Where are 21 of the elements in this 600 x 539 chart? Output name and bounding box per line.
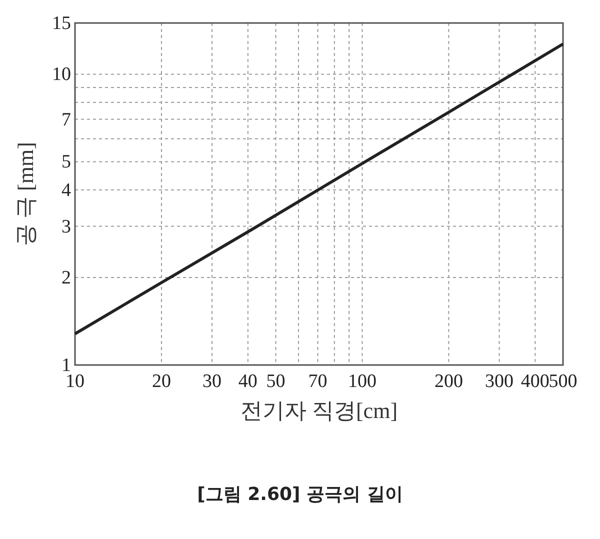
x-tick-label: 70 — [308, 371, 328, 392]
y-tick-label: 4 — [62, 180, 72, 201]
x-tick-label: 300 — [485, 371, 514, 392]
x-tick-label: 40 — [238, 371, 258, 392]
y-tick-label: 2 — [62, 267, 71, 288]
y-axis-title: 공 극 [mm] — [13, 142, 38, 246]
x-tick-label: 400 — [520, 371, 550, 392]
y-tick-label: 5 — [62, 152, 71, 173]
text: [그림 2.60] 공극의 길이 — [197, 484, 403, 505]
y-tick-label: 10 — [52, 64, 71, 86]
x-tick-label: 30 — [202, 371, 222, 392]
x-axis-title: 전기자 직경[cm] — [240, 398, 398, 423]
y-tick-label: 1 — [62, 355, 71, 376]
x-tick-label: 20 — [152, 371, 171, 392]
x-tick-label: 50 — [266, 371, 286, 392]
y-tick-label: 7 — [62, 109, 71, 130]
y-tick-label: 3 — [62, 216, 71, 238]
x-tick-label: 100 — [348, 371, 376, 392]
x-tick-label: 200 — [434, 371, 463, 392]
x-tick-label: 500 — [548, 371, 578, 392]
y-tick-label: 15 — [52, 13, 71, 34]
